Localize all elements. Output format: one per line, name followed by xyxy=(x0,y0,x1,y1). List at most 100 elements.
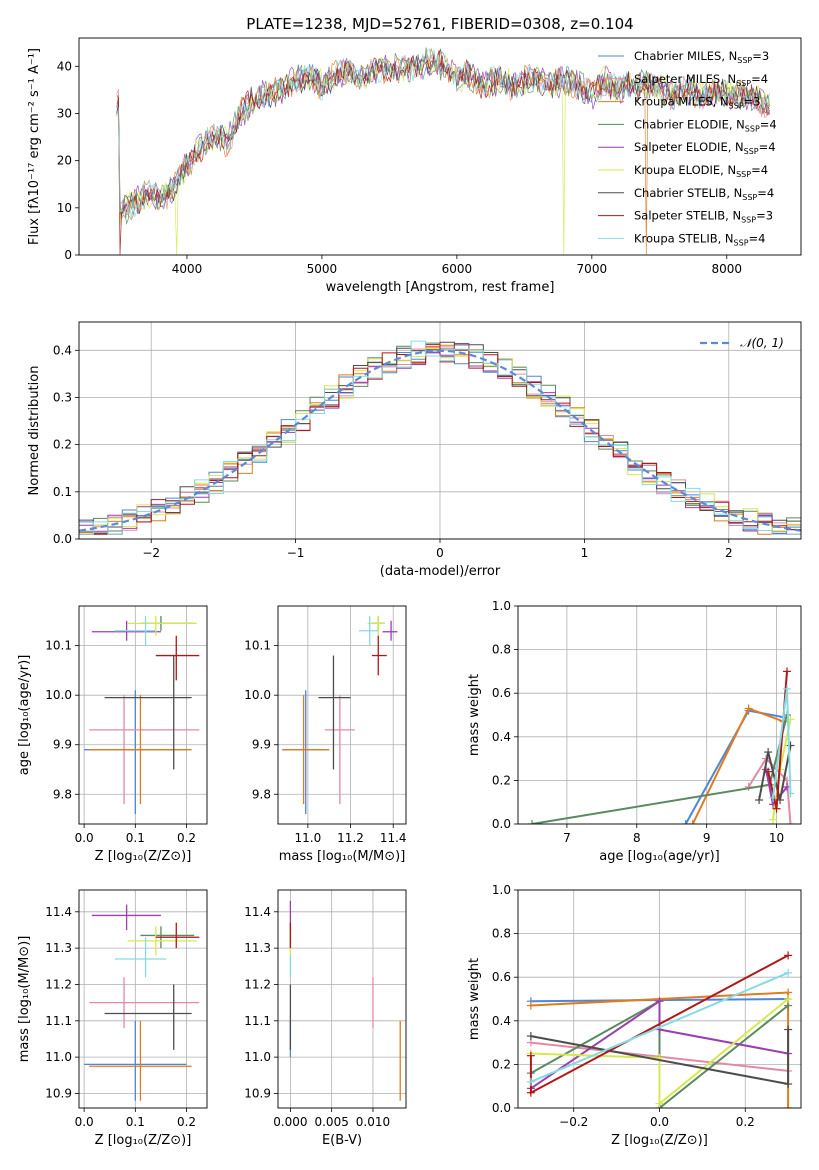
y-tick-label: 10.9 xyxy=(45,1086,72,1100)
errorbar-kroupa-miles xyxy=(89,695,192,805)
axes-frame xyxy=(78,37,802,256)
x-axis-label: Z [log₁₀(Z/Z⊙)] xyxy=(95,1133,192,1148)
spectrum-line-kroupa-stelib xyxy=(116,48,770,221)
spectrum-line-salpeter-stelib xyxy=(116,50,770,255)
x-tick-label: 0.0 xyxy=(75,831,94,845)
axes-frame xyxy=(78,605,208,825)
errorbar-kroupa-elodie xyxy=(127,926,197,956)
x-tick-label: 0 xyxy=(436,546,444,560)
y-tick-label: 11.2 xyxy=(45,977,72,991)
y-tick-label: 0.4 xyxy=(53,343,72,357)
histogram-salpeter-stelib xyxy=(79,344,801,535)
legend-spectrum: Chabrier MILES, NSSP=3 Salpeter MILES, NS… xyxy=(598,49,777,247)
errorbar-kroupa-elodie xyxy=(127,615,197,636)
x-tick-label: 0.2 xyxy=(177,1115,196,1129)
axes-frame xyxy=(277,605,407,825)
y-tick-label: 11.4 xyxy=(244,905,271,919)
y-tick-label: 11.1 xyxy=(244,1014,271,1028)
plot-area-mass_vs_Z xyxy=(84,904,200,1101)
weight-line xyxy=(531,714,788,824)
x-tick-label: 0.000 xyxy=(273,1115,307,1129)
panel-age_vs_mass: 11.0 11.2 11.4 9.8 9.9 10.0 10.1 mass [log₁₀(M/… xyxy=(244,605,407,864)
y-axis-label: Flux [fλ10⁻¹⁷ erg cm⁻² s⁻¹ A⁻¹] xyxy=(27,48,42,245)
y-tick-label: 0.4 xyxy=(492,1014,511,1028)
axes-frame xyxy=(78,889,208,1109)
x-axis-label: wavelength [Angstrom, rest frame] xyxy=(326,280,555,295)
y-tick-label: 11.2 xyxy=(244,977,271,991)
errorbar-salpeter-miles xyxy=(324,695,355,805)
plot-area-residuals xyxy=(79,340,801,535)
y-axis-label: Normed distribution xyxy=(27,366,42,496)
errorbar-salpeter-stelib xyxy=(371,635,387,676)
y-tick-label: 20 xyxy=(57,154,72,168)
axes-frame xyxy=(517,889,802,1109)
legend-label-normal: 𝒩(0, 1) xyxy=(740,336,784,350)
y-tick-label: 11.4 xyxy=(45,905,72,919)
y-tick-label: 0.2 xyxy=(492,1057,511,1071)
panel-residuals: −2 −1 0 1 2 0.0 0.1 0.2 0.3 0.4 (data-model)/error… xyxy=(27,321,802,579)
histogram-kroupa-stelib xyxy=(79,340,801,535)
weight-series-chabrier-stelib xyxy=(755,741,795,805)
legend-label-chabrier-miles: Chabrier MILES, NSSP=3 xyxy=(634,49,769,65)
y-tick-label: 9.9 xyxy=(252,738,271,752)
y-tick-label: 0 xyxy=(64,248,72,262)
y-tick-label: 0.8 xyxy=(492,643,511,657)
plot-area-mass_vs_ebv xyxy=(289,900,401,1101)
x-tick-label: 0.005 xyxy=(314,1115,348,1129)
y-tick-label: 10.1 xyxy=(45,639,72,653)
x-tick-label: 11.2 xyxy=(337,831,364,845)
x-tick-label: 0.1 xyxy=(126,831,145,845)
y-tick-label: 0.4 xyxy=(492,730,511,744)
legend-label-kroupa-stelib: Kroupa STELIB, NSSP=4 xyxy=(634,231,765,247)
legend-label-kroupa-miles: Kroupa MILES, NSSP=3 xyxy=(634,95,760,111)
x-tick-label: 0.010 xyxy=(356,1115,390,1129)
y-tick-label: 0.0 xyxy=(492,817,511,831)
axes-frame xyxy=(517,605,802,825)
x-tick-label: 0.0 xyxy=(75,1115,94,1129)
x-axis-label: Z [log₁₀(Z/Z⊙)] xyxy=(95,849,192,864)
errorbar-kroupa-stelib xyxy=(359,615,379,646)
x-tick-label: 6000 xyxy=(442,262,473,276)
y-tick-label: 10.9 xyxy=(244,1086,271,1100)
x-axis-label: Z [log₁₀(Z/Z⊙)] xyxy=(611,1133,708,1148)
x-tick-label: 0.2 xyxy=(736,1115,755,1129)
legend-label-salpeter-miles: Salpeter MILES, NSSP=4 xyxy=(634,72,768,88)
y-tick-label: 40 xyxy=(57,59,72,73)
legend-label-chabrier-stelib: Chabrier STELIB, NSSP=4 xyxy=(634,186,774,202)
x-tick-label: 1 xyxy=(581,546,589,560)
y-tick-label: 11.0 xyxy=(244,1050,271,1064)
weight-line xyxy=(530,971,789,1083)
y-axis-label: age [log₁₀(age/yr)] xyxy=(17,655,32,776)
weight-series-kroupa-miles xyxy=(688,704,788,824)
x-tick-label: 7000 xyxy=(577,262,608,276)
errorbar-salpeter-stelib xyxy=(155,922,200,949)
plot-area-spectrum xyxy=(116,47,770,255)
errorbar-kroupa-stelib xyxy=(114,937,167,978)
y-tick-label: 0.6 xyxy=(492,970,511,984)
y-tick-label: 0.2 xyxy=(492,773,511,787)
plot-area-mass_weight_vs_age xyxy=(527,667,795,824)
normal-curve xyxy=(79,349,801,532)
x-tick-label: 9 xyxy=(703,831,711,845)
errorbar-salpeter-elodie xyxy=(91,904,161,930)
x-tick-label: 0.0 xyxy=(650,1115,669,1129)
panel-mass_weight_vs_age: 7 8 9 10 0.0 0.2 0.4 0.6 0.8 1.0 age [log₁₀(age/yr… xyxy=(467,599,802,864)
x-tick-label: 8 xyxy=(633,831,641,845)
y-tick-label: 10.0 xyxy=(244,688,271,702)
y-tick-label: 0.0 xyxy=(53,532,72,546)
y-tick-label: 0.3 xyxy=(53,390,72,404)
x-tick-label: −1 xyxy=(287,546,305,560)
weight-line xyxy=(758,745,792,801)
x-tick-label: 8000 xyxy=(712,262,743,276)
panel-spectrum: 4000 5000 6000 7000 8000 0 10 20 30 40 wavelength … xyxy=(27,37,802,295)
y-tick-label: 10 xyxy=(57,201,72,215)
errorbar-salpeter-elodie xyxy=(382,620,398,641)
y-tick-label: 0.0 xyxy=(492,1101,511,1115)
figure-title: PLATE=1238, MJD=52761, FIBERID=0308, z=0… xyxy=(246,15,633,33)
y-tick-label: 9.8 xyxy=(53,787,72,801)
y-tick-label: 9.8 xyxy=(252,787,271,801)
weight-series-salpeter-stelib xyxy=(526,951,793,1097)
y-axis-label: mass weight xyxy=(467,958,482,1040)
legend-label-kroupa-elodie: Kroupa ELODIE, NSSP=4 xyxy=(634,163,768,179)
